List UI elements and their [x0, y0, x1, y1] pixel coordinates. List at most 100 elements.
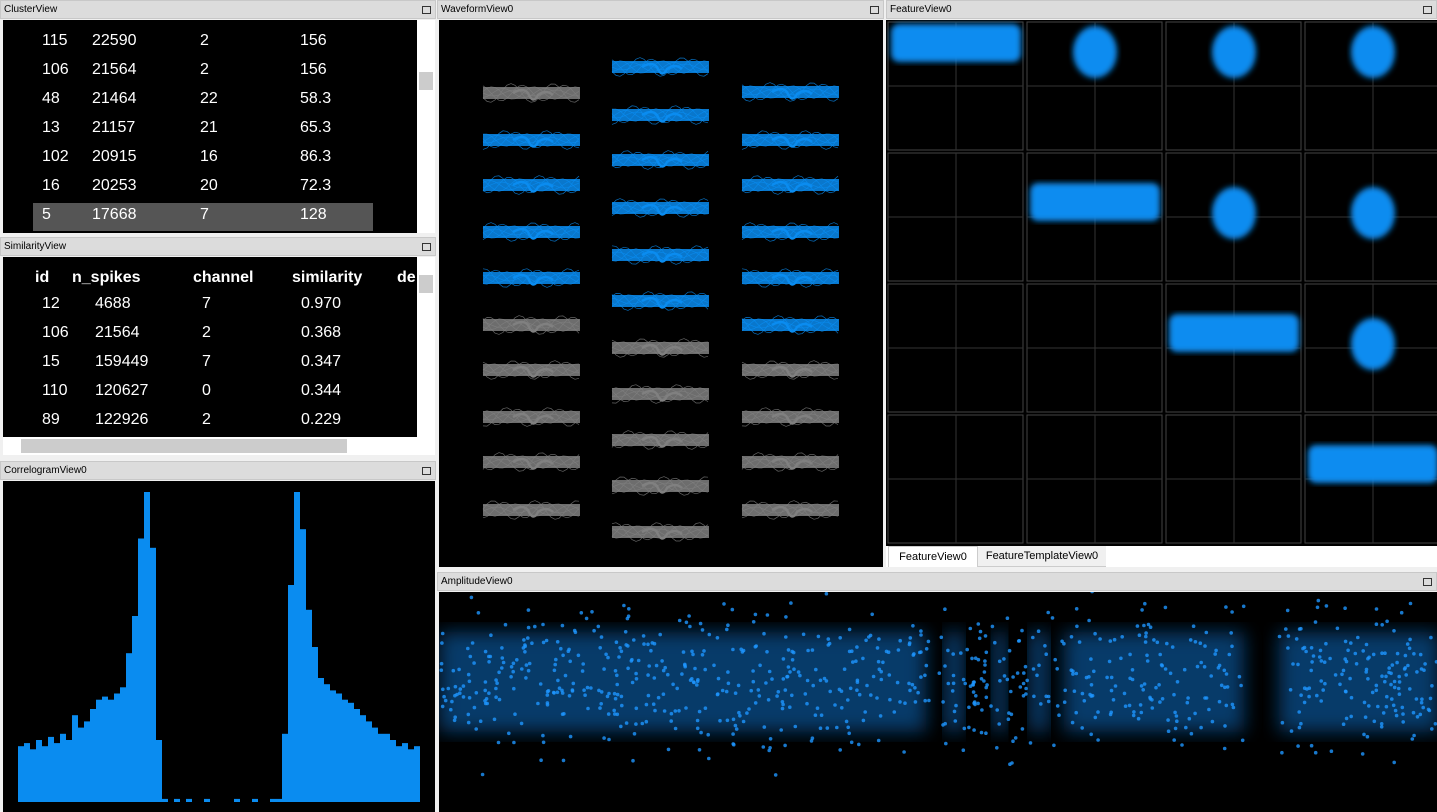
amplitude-point [953, 719, 958, 723]
amplitude-point [1074, 710, 1078, 715]
amplitude-point [512, 740, 516, 745]
bar [234, 798, 240, 802]
bar [312, 647, 318, 802]
amplitude-point [967, 725, 971, 730]
amplitude-point [653, 708, 657, 713]
amplitude-point [736, 683, 741, 688]
h-scrollbar[interactable] [3, 437, 435, 455]
amplitude-point [984, 695, 989, 700]
waveform-trace [741, 268, 839, 288]
amplitude-point [699, 730, 703, 735]
amplitude-point [1082, 699, 1087, 703]
amplitude-point [895, 680, 900, 685]
scrollbar[interactable] [417, 257, 435, 437]
amplitude-point [642, 642, 646, 646]
amplitude-point [1039, 702, 1043, 706]
table-cell: 106 [42, 324, 69, 341]
amplitude-point [1374, 607, 1379, 611]
tab[interactable]: FeatureTemplateView0 [978, 546, 1106, 567]
bar [78, 727, 84, 802]
amplitude-point [442, 694, 446, 699]
amplitude-point [716, 676, 721, 681]
amplitude-point [1310, 660, 1314, 664]
amplitude-point [1434, 660, 1437, 664]
panel-title: AmplitudeView0 [437, 572, 1437, 591]
amplitude-point [1005, 677, 1010, 682]
amplitude-point [483, 649, 488, 654]
waveform-trace [482, 84, 580, 102]
amplitude-point [526, 668, 531, 673]
waveform-trace [482, 315, 580, 335]
waveform-trace [741, 273, 839, 283]
waveform-spike [512, 180, 554, 193]
table-cell: 7 [202, 353, 211, 370]
amplitude-point [677, 618, 682, 623]
amplitude-point [977, 636, 982, 641]
amplitude-point [959, 651, 963, 655]
table-cell: 15 [42, 353, 60, 370]
amplitude-point [1346, 648, 1350, 653]
amplitude-point [649, 648, 653, 653]
table-cell: 2 [202, 411, 211, 428]
amplitude-point [731, 732, 735, 736]
amplitude-point [1204, 696, 1209, 700]
bar [54, 743, 60, 802]
tab[interactable]: FeatureView0 [888, 546, 978, 567]
amplitude-point [598, 706, 602, 710]
amplitude-point [995, 746, 999, 750]
scrollbar[interactable] [417, 20, 435, 233]
amplitude-point [765, 650, 769, 654]
amplitude-point [985, 683, 989, 687]
amplitude-point [1319, 699, 1323, 703]
amplitude-point [826, 637, 831, 641]
amplitude-point [773, 773, 778, 777]
amplitude-point [1344, 689, 1348, 694]
amplitude-point [1025, 678, 1029, 683]
waveform-spike [512, 135, 554, 148]
amplitude-point [1138, 703, 1143, 707]
amplitude-point [824, 679, 829, 683]
amplitude-point [898, 638, 902, 643]
waveform-trace [482, 321, 580, 329]
amplitude-point [696, 678, 700, 682]
amplitude-point [1186, 696, 1190, 700]
amplitude-point [768, 746, 772, 750]
bar [18, 746, 24, 802]
amplitude-point [761, 745, 766, 749]
amplitude-point [828, 689, 832, 694]
amplitude-point [741, 648, 746, 653]
waveform-trace [482, 410, 580, 424]
amplitude-point [984, 650, 989, 655]
amplitude-point [521, 646, 526, 650]
amplitude-point [903, 701, 907, 705]
waveform-spike [771, 227, 813, 240]
waveform-trace [611, 522, 709, 542]
amplitude-point [1349, 695, 1354, 700]
amplitude-point [937, 671, 942, 675]
table-cell: 21 [200, 119, 218, 136]
amplitude-point [780, 706, 785, 711]
amplitude-point [1209, 674, 1213, 678]
amplitude-point [855, 688, 859, 692]
amplitude-point [483, 688, 487, 693]
amplitude-point [606, 655, 610, 660]
waveform-trace [741, 410, 839, 424]
amplitude-point [511, 661, 516, 666]
waveform-trace [482, 136, 580, 144]
amplitude-point [469, 595, 474, 600]
amplitude-point [1096, 710, 1100, 714]
amplitude-point [784, 635, 788, 639]
waveform-trace [611, 344, 709, 352]
amplitude-point [833, 703, 837, 707]
amplitude-point [706, 732, 710, 737]
amplitude-point [495, 681, 499, 685]
waveform-trace [741, 407, 839, 427]
waveform-spike [771, 273, 813, 286]
amplitude-point [1089, 683, 1094, 687]
column-header: n_spikes [72, 269, 141, 286]
amplitude-point [997, 659, 1002, 664]
amplitude-point [515, 658, 519, 662]
amplitude-point [1140, 608, 1144, 612]
waveform-trace [611, 198, 709, 218]
amplitude-point [1364, 670, 1368, 674]
